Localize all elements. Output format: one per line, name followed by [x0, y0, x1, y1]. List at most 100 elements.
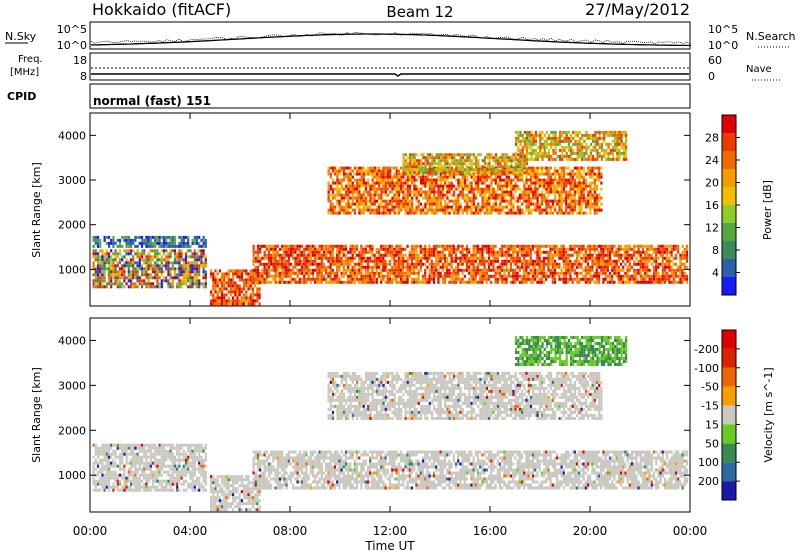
- heatmap-cell: [219, 287, 221, 290]
- heatmap-cell: [565, 260, 567, 263]
- heatmap-cell: [210, 299, 212, 302]
- heatmap-cell: [550, 254, 552, 257]
- heatmap-cell: [409, 168, 411, 171]
- heatmap-cell: [543, 269, 545, 272]
- heatmap-cell: [372, 188, 374, 191]
- noise-left-tick-bottom: 10^0: [57, 39, 87, 52]
- heatmap-cell: [217, 293, 219, 296]
- heatmap-cell: [585, 260, 587, 263]
- heatmap-cell: [369, 185, 371, 188]
- heatmap-cell: [328, 209, 330, 212]
- heatmap-cell: [497, 188, 499, 191]
- heatmap-cell: [657, 275, 659, 278]
- heatmap-cell: [424, 251, 426, 254]
- heatmap-cell: [119, 258, 121, 261]
- heatmap-cell: [499, 269, 501, 272]
- heatmap-cell: [117, 270, 119, 273]
- heatmap-cell: [440, 156, 442, 159]
- heatmap-cell: [378, 266, 380, 269]
- heatmap-cell: [488, 275, 490, 278]
- heatmap-cell: [455, 165, 457, 168]
- heatmap-cell: [303, 269, 305, 272]
- heatmap-cell: [517, 260, 519, 263]
- heatmap-cell: [427, 197, 429, 200]
- heatmap-cell: [534, 263, 536, 266]
- heatmap-cell: [400, 191, 402, 194]
- heatmap-cell: [435, 245, 437, 248]
- heatmap-cell: [528, 245, 530, 248]
- heatmap-cell: [389, 251, 391, 254]
- heatmap-cell: [420, 209, 422, 212]
- heatmap-cell: [380, 191, 382, 194]
- heatmap-cell: [228, 284, 230, 287]
- heatmap-cell: [561, 212, 563, 215]
- heatmap-cell: [607, 260, 609, 263]
- heatmap-cell: [537, 179, 539, 182]
- heatmap-cell: [556, 254, 558, 257]
- heatmap-cell: [523, 281, 525, 284]
- heatmap-cell: [420, 188, 422, 191]
- heatmap-cell: [299, 260, 301, 263]
- heatmap-cell: [440, 275, 442, 278]
- heatmap-cell: [328, 200, 330, 203]
- heatmap-cell: [178, 279, 180, 282]
- heatmap-cell: [435, 263, 437, 266]
- heatmap-cell: [550, 143, 552, 146]
- heatmap-cell: [398, 260, 400, 263]
- heatmap-cell: [569, 245, 571, 248]
- heatmap-cell: [600, 188, 602, 191]
- heatmap-cell: [607, 266, 609, 269]
- heatmap-cell: [550, 272, 552, 275]
- heatmap-cell: [523, 260, 525, 263]
- heatmap-cell: [415, 263, 417, 266]
- heatmap-cell: [376, 167, 378, 170]
- heatmap-cell: [398, 257, 400, 260]
- heatmap-cell: [217, 281, 219, 284]
- heatmap-cell: [446, 194, 448, 197]
- heatmap-cell: [464, 153, 466, 156]
- heatmap-cell: [194, 270, 196, 273]
- heatmap-cell: [449, 162, 451, 165]
- heatmap-cell: [528, 173, 530, 176]
- heatmap-cell: [198, 279, 200, 282]
- heatmap-cell: [543, 275, 545, 278]
- heatmap-cell: [352, 197, 354, 200]
- heatmap-cell: [457, 269, 459, 272]
- heatmap-cell: [387, 281, 389, 284]
- heatmap-cell: [497, 194, 499, 197]
- heatmap-cell: [561, 167, 563, 170]
- heatmap-cell: [108, 282, 110, 285]
- heatmap-cell: [530, 197, 532, 200]
- heatmap-cell: [455, 159, 457, 162]
- heatmap-cell: [438, 171, 440, 174]
- heatmap-cell: [316, 272, 318, 275]
- heatmap-cell: [431, 269, 433, 272]
- heatmap-cell: [143, 273, 145, 276]
- heatmap-cell: [352, 182, 354, 185]
- heatmap-cell: [477, 281, 479, 284]
- heatmap-cell: [651, 275, 653, 278]
- heatmap-cell: [501, 185, 503, 188]
- heatmap-cell: [508, 275, 510, 278]
- heatmap-cell: [440, 165, 442, 168]
- heatmap-cell: [457, 203, 459, 206]
- heatmap-cell: [458, 159, 460, 162]
- heatmap-cell: [578, 203, 580, 206]
- heatmap-cell: [110, 270, 112, 273]
- heatmap-cell: [130, 239, 132, 242]
- heatmap-cell: [530, 278, 532, 281]
- heatmap-cell: [150, 239, 152, 242]
- heatmap-cell: [455, 197, 457, 200]
- heatmap-cell: [393, 269, 395, 272]
- heatmap-cell: [442, 165, 444, 168]
- heatmap-cell: [473, 179, 475, 182]
- heatmap-cell: [598, 281, 600, 284]
- heatmap-cell: [470, 257, 472, 260]
- heatmap-cell: [336, 263, 338, 266]
- heatmap-cell: [522, 149, 524, 152]
- heatmap-cell: [165, 276, 167, 279]
- heatmap-cell: [554, 170, 556, 173]
- heatmap-cell: [371, 245, 373, 248]
- heatmap-cell: [457, 257, 459, 260]
- heatmap-cell: [545, 182, 547, 185]
